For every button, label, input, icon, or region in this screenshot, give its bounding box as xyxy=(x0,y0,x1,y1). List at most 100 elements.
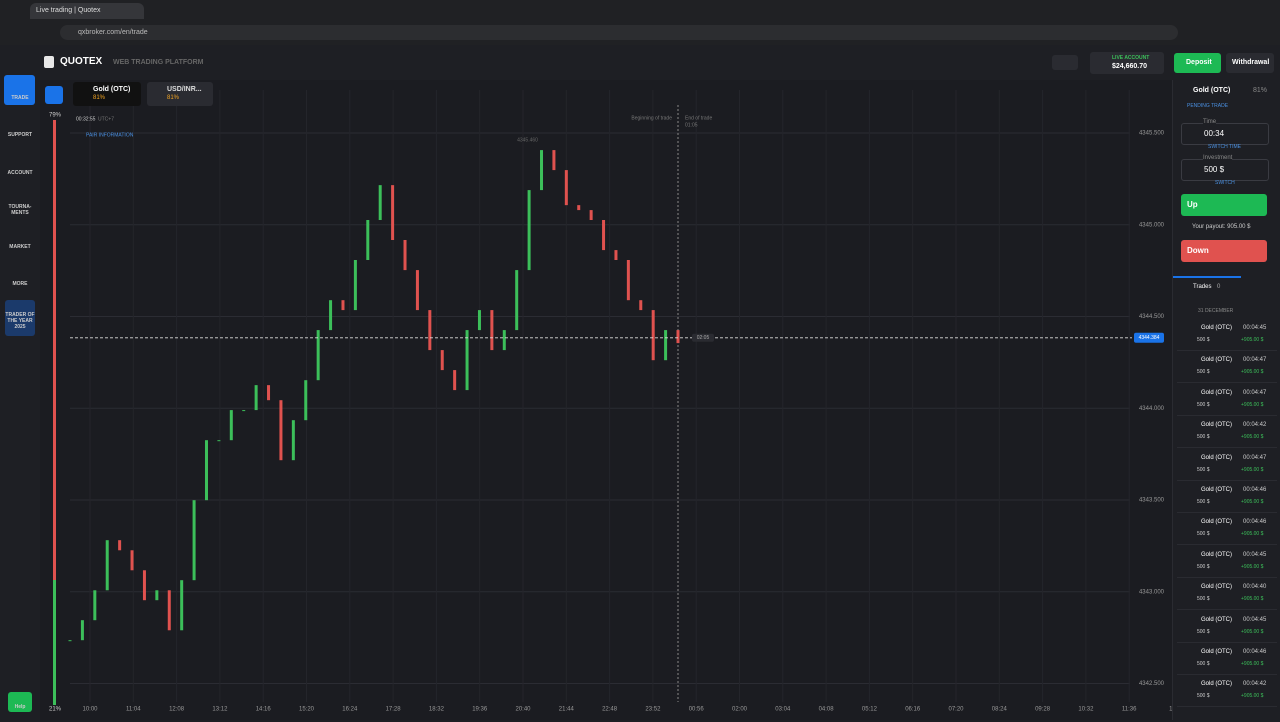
candle xyxy=(564,170,568,206)
trades-label[interactable]: Trades xyxy=(1193,284,1212,290)
trade-row: Gold (OTC) 00:04:46 500 $ +905.00 $ xyxy=(1177,514,1277,546)
payout-text: Your payout: 905.00 $ xyxy=(1192,224,1251,230)
trade-row: Gold (OTC) 00:04:46 500 $ +905.00 $ xyxy=(1177,482,1277,513)
withdrawal-button[interactable]: Withdrawal xyxy=(1226,53,1274,73)
candle xyxy=(254,385,258,411)
x-tick-label: 17:28 xyxy=(386,707,402,713)
end-time: 01:05 xyxy=(685,122,698,128)
sentiment-down-label: 21% xyxy=(49,707,62,713)
x-tick-label: 06:16 xyxy=(905,707,921,713)
help-button[interactable]: Help xyxy=(8,692,32,712)
candle xyxy=(490,310,494,351)
x-tick-label: 05:12 xyxy=(862,707,878,713)
address-bar[interactable]: qxbroker.com/en/trade xyxy=(60,25,1178,40)
sentiment-down xyxy=(53,120,56,580)
x-tick-label: 04:08 xyxy=(819,707,835,713)
y-tick-label: 4343.500 xyxy=(1139,498,1165,504)
trade-profit: +905.00 $ xyxy=(1241,693,1264,700)
candle xyxy=(428,310,432,351)
trade-amount: 500 $ xyxy=(1197,434,1210,441)
trade-profit: +905.00 $ xyxy=(1241,466,1264,473)
trade-amount: 500 $ xyxy=(1197,466,1210,473)
candle xyxy=(639,300,643,311)
candle xyxy=(105,540,109,591)
trade-time: 00:04:42 xyxy=(1243,681,1267,688)
trade-row: Gold (OTC) 00:04:47 500 $ +905.00 $ xyxy=(1177,385,1277,416)
x-tick-label: 03:04 xyxy=(775,707,791,713)
notifications[interactable] xyxy=(1052,55,1078,70)
account-box[interactable]: LIVE ACCOUNT $24,660.70 xyxy=(1090,52,1164,74)
x-tick-label: 23:52 xyxy=(645,707,661,713)
trade-row: Gold (OTC) 00:04:42 500 $ +905.00 $ xyxy=(1177,676,1277,708)
sentiment-up-label: 79% xyxy=(49,113,62,119)
promo[interactable]: TRADER OF THE YEAR 2025 xyxy=(5,300,35,336)
trade-amount: 500 $ xyxy=(1197,596,1210,603)
nav-item[interactable]: TRADE xyxy=(11,95,29,101)
trade-time: 00:04:42 xyxy=(1243,422,1267,429)
switch-time[interactable]: SWITCH TIME xyxy=(1208,144,1241,150)
trade-asset: Gold (OTC) xyxy=(1201,519,1233,526)
nav-item[interactable]: MORE xyxy=(12,281,28,287)
trade-time: 00:04:45 xyxy=(1243,325,1267,331)
clock: 00:32:55 xyxy=(76,116,96,122)
nav-item[interactable]: MARKET xyxy=(9,244,31,250)
brand: QUOTEX xyxy=(60,56,103,67)
x-tick-label: 22:48 xyxy=(602,707,618,713)
candle xyxy=(440,350,444,371)
trade-amount: 500 $ xyxy=(1197,401,1210,408)
browser-tab[interactable]: Live trading | Quotex xyxy=(30,3,144,19)
trade-row: Gold (OTC) 00:04:42 500 $ +905.00 $ xyxy=(1177,417,1277,449)
candle xyxy=(552,150,556,171)
trade-profit: +905.00 $ xyxy=(1241,596,1264,603)
candle xyxy=(118,540,122,551)
asset-tab[interactable]: Gold (OTC) 81% xyxy=(73,82,141,106)
nav-item[interactable]: TOURNA-MENTS xyxy=(8,204,32,216)
candle xyxy=(192,500,196,581)
x-tick-label: 15:20 xyxy=(299,707,315,713)
high-label: 4345.460 xyxy=(517,137,538,143)
trade-amount: 500 $ xyxy=(1197,628,1210,635)
panel-payout: 81% xyxy=(1253,87,1268,94)
switch[interactable]: SWITCH xyxy=(1215,180,1235,186)
trade-active-bg xyxy=(4,75,35,105)
x-tick-label: 02:00 xyxy=(732,707,748,713)
deposit-button[interactable]: Deposit xyxy=(1174,53,1221,73)
time-value: 00:34 xyxy=(1204,129,1225,138)
candle xyxy=(614,250,618,260)
trade-asset: Gold (OTC) xyxy=(1201,584,1233,591)
x-tick-label: 12 xyxy=(1169,707,1172,713)
panel-asset: Gold (OTC) xyxy=(1193,87,1231,94)
add-asset[interactable] xyxy=(45,86,63,104)
candle xyxy=(378,185,382,220)
up-button[interactable]: Up xyxy=(1181,194,1267,216)
candle xyxy=(217,440,221,442)
asset-name: Gold (OTC) xyxy=(93,86,131,93)
trade-asset: Gold (OTC) xyxy=(1201,357,1233,364)
end-label: End of trade xyxy=(685,115,712,121)
trade-profit: +905.00 $ xyxy=(1241,434,1264,441)
trade-asset: Gold (OTC) xyxy=(1201,454,1233,461)
candle xyxy=(453,370,457,391)
candle xyxy=(167,590,171,631)
pair-info: PAIR INFORMATION xyxy=(86,132,134,138)
asset-tab[interactable]: USD/INR... 81% xyxy=(147,82,213,106)
nav-item[interactable]: ACCOUNT xyxy=(7,170,33,176)
x-tick-label: 21:44 xyxy=(559,707,575,713)
x-tick-label: 10:32 xyxy=(1078,707,1094,713)
time-input[interactable]: 00:34 xyxy=(1181,123,1269,145)
candle xyxy=(304,380,308,421)
asset-payout: 81% xyxy=(93,95,106,101)
investment-input[interactable]: 500 $ xyxy=(1181,159,1269,181)
y-tick-label: 4344.500 xyxy=(1139,314,1165,320)
down-button[interactable]: Down xyxy=(1181,240,1267,262)
investment-value: 500 $ xyxy=(1204,165,1225,174)
pending-trade[interactable]: PENDING TRADE xyxy=(1187,103,1229,109)
nav-item[interactable]: SUPPORT xyxy=(7,132,33,138)
trade-asset: Gold (OTC) xyxy=(1201,681,1233,688)
candle xyxy=(676,330,680,344)
sidebar: TRADE SUPPORT ACCOUNT TOURNA-MENTS MARKE… xyxy=(0,75,40,720)
trade-time: 00:04:45 xyxy=(1243,551,1267,558)
trade-asset: Gold (OTC) xyxy=(1201,649,1233,655)
current-price-box xyxy=(1134,332,1164,343)
